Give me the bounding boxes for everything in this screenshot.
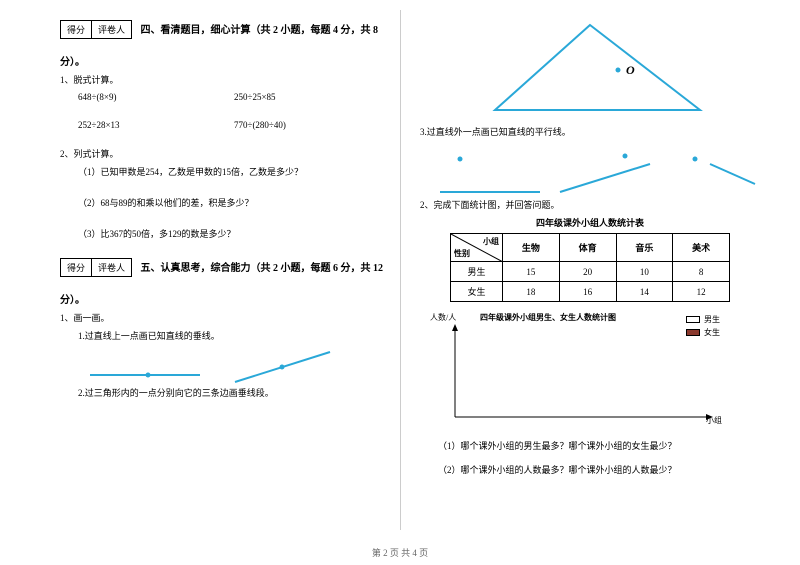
page-footer: 第 2 页 共 4 页 bbox=[0, 546, 800, 559]
s5-s2: 2.过三角形内的一点分别向它的三条边画垂线段。 bbox=[60, 387, 390, 401]
cell: 8 bbox=[673, 262, 730, 282]
section-5-cont: 分）。 bbox=[60, 291, 390, 306]
cell: 12 bbox=[673, 282, 730, 302]
legend-1: 男生 bbox=[704, 314, 720, 325]
x-axis-label: 小组 bbox=[706, 415, 722, 426]
cell: 15 bbox=[503, 262, 560, 282]
diag-header: 小组 性别 bbox=[451, 234, 503, 262]
col-3: 美术 bbox=[673, 234, 730, 262]
marker-label: 评卷人 bbox=[92, 21, 131, 38]
s4-p2: 2、列式计算。 bbox=[60, 148, 390, 162]
right-column: O 3.过直线外一点画已知直线的平行线。 2、完成下面统计图，并回答问题。 四年… bbox=[405, 20, 760, 540]
r-q1: （1）哪个课外小组的男生最多？哪个课外小组的女生最少？ bbox=[420, 440, 760, 454]
s5-p1: 1、画一画。 bbox=[60, 312, 390, 326]
col-1: 体育 bbox=[559, 234, 616, 262]
r-q2: （2）哪个课外小组的人数最多？哪个课外小组的人数最少？ bbox=[420, 464, 760, 478]
section-4-cont: 分）。 bbox=[60, 53, 390, 68]
score-label: 得分 bbox=[61, 21, 92, 38]
r-p2: 2、完成下面统计图，并回答问题。 bbox=[420, 199, 760, 213]
y-axis-label: 人数/人 bbox=[430, 312, 456, 323]
cell: 10 bbox=[616, 262, 673, 282]
s5-s1: 1.过直线上一点画已知直线的垂线。 bbox=[60, 330, 390, 344]
s4-q3: （3）比367的50倍，多129的数是多少？ bbox=[60, 227, 390, 240]
calc-2a: 252÷28×13 bbox=[78, 120, 234, 130]
left-column: 得分 评卷人 四、看清题目，细心计算（共 2 小题，每题 4 分，共 8 分）。… bbox=[60, 20, 405, 540]
s4-q2: （2）68与89的和乘以他们的差，积是多少？ bbox=[60, 196, 390, 209]
calc-row-2: 252÷28×13 770÷(280÷40) bbox=[60, 120, 390, 130]
col-2: 音乐 bbox=[616, 234, 673, 262]
score-box-4: 得分 评卷人 bbox=[60, 20, 132, 39]
row-label-1: 女生 bbox=[451, 282, 503, 302]
diag-top: 小组 bbox=[483, 236, 499, 247]
calc-1b: 250÷25×85 bbox=[234, 92, 390, 102]
stats-table: 小组 性别 生物 体育 音乐 美术 男生 15 20 10 8 女生 18 16… bbox=[450, 233, 730, 302]
marker-label-5: 评卷人 bbox=[92, 259, 131, 276]
section-5-title: 五、认真思考，综合能力（共 2 小题，每题 6 分，共 12 bbox=[141, 263, 384, 274]
chart-title: 四年级课外小组男生、女生人数统计图 bbox=[480, 312, 616, 323]
cell: 14 bbox=[616, 282, 673, 302]
cell: 18 bbox=[503, 282, 560, 302]
parallel-line-figure bbox=[420, 144, 760, 199]
bar-chart: 人数/人 四年级课外小组男生、女生人数统计图 男生 女生 小组 bbox=[430, 312, 730, 432]
legend-2: 女生 bbox=[704, 327, 720, 338]
table-row: 小组 性别 生物 体育 音乐 美术 bbox=[451, 234, 730, 262]
s4-p1: 1、脱式计算。 bbox=[60, 74, 390, 88]
table-row: 男生 15 20 10 8 bbox=[451, 262, 730, 282]
col-0: 生物 bbox=[503, 234, 560, 262]
calc-2b: 770÷(280÷40) bbox=[234, 120, 390, 130]
cell: 20 bbox=[559, 262, 616, 282]
triangle-figure: O bbox=[440, 20, 740, 120]
chart-legend: 男生 女生 bbox=[686, 314, 720, 340]
cell: 16 bbox=[559, 282, 616, 302]
diag-bottom: 性别 bbox=[454, 248, 470, 259]
s4-q1: （1）已知甲数是254，乙数是甲数的15倍，乙数是多少？ bbox=[60, 165, 390, 178]
score-label-5: 得分 bbox=[61, 259, 92, 276]
score-box-5: 得分 评卷人 bbox=[60, 258, 132, 277]
o-label: O bbox=[626, 63, 635, 77]
chart-axes bbox=[430, 312, 730, 432]
calc-row-1: 648÷(8×9) 250÷25×85 bbox=[60, 92, 390, 102]
perpendicular-line-figure bbox=[60, 347, 360, 387]
table-row: 女生 18 16 14 12 bbox=[451, 282, 730, 302]
legend-box-1 bbox=[686, 316, 700, 323]
legend-box-2 bbox=[686, 329, 700, 336]
section-4-title: 四、看清题目，细心计算（共 2 小题，每题 4 分，共 8 bbox=[141, 25, 379, 36]
table-title: 四年级课外小组人数统计表 bbox=[420, 216, 760, 229]
r-s3: 3.过直线外一点画已知直线的平行线。 bbox=[420, 126, 760, 140]
row-label-0: 男生 bbox=[451, 262, 503, 282]
calc-1a: 648÷(8×9) bbox=[78, 92, 234, 102]
